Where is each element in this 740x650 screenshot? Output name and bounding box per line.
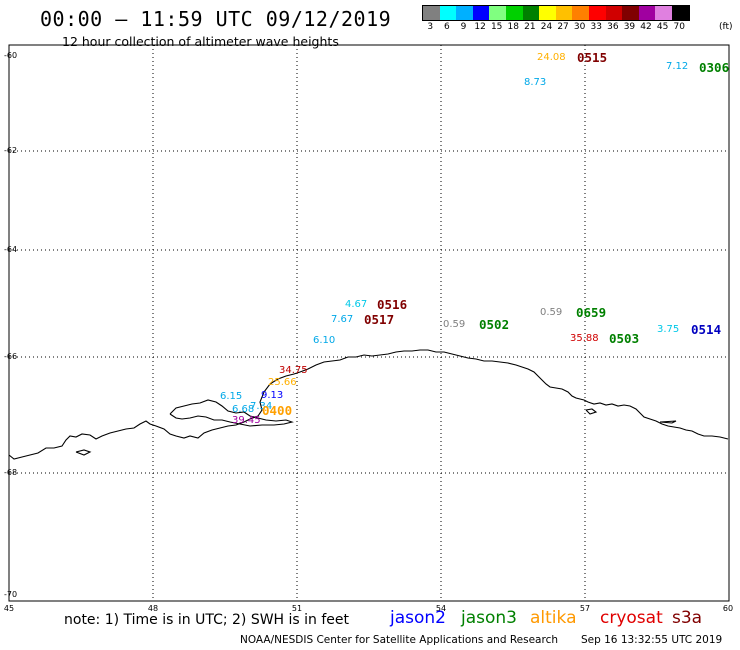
- scale-swatch: [505, 6, 523, 20]
- scale-label: 24: [540, 22, 553, 32]
- scale-label: 45: [656, 22, 669, 32]
- page-title: 00:00 – 11:59 UTC 09/12/2019: [40, 7, 392, 31]
- pass-time-label: 0503: [609, 331, 640, 346]
- lat-label: -60: [4, 51, 18, 60]
- wave-height-label: 6.68: [232, 404, 255, 415]
- scale-unit: (ft): [719, 22, 733, 32]
- scale-label: 18: [507, 22, 519, 32]
- scale-swatch: [671, 6, 689, 20]
- wave-height-label: 7.34: [250, 401, 273, 412]
- scale-label: 6: [444, 22, 450, 32]
- wave-height-label: 39.45: [232, 415, 261, 426]
- scale-label: 12: [474, 22, 486, 32]
- footer-credit: NOAA/NESDIS Center for Satellite Applica…: [240, 634, 558, 646]
- wave-height-label: 0.59: [443, 319, 466, 330]
- wave-height-label: 3.75: [657, 324, 680, 335]
- wave-height-label: 35.88: [570, 333, 599, 344]
- scale-swatch: [622, 6, 639, 20]
- lon-label: 51: [291, 604, 303, 613]
- wave-height-label: 8.73: [524, 77, 547, 88]
- lat-label: -64: [4, 245, 18, 254]
- legend-s3a: s3a: [672, 608, 703, 628]
- legend-cryosat: cryosat: [600, 608, 663, 628]
- wave-height-label: 6.10: [313, 335, 336, 346]
- legend-jason2: jason2: [390, 608, 446, 628]
- scale-label: 33: [590, 22, 602, 32]
- scale-swatch: [539, 6, 556, 20]
- lon-label: 45: [3, 604, 15, 613]
- color-scale: [422, 5, 690, 21]
- legend-altika: altika: [530, 608, 577, 628]
- footer-timestamp: Sep 16 13:32:55 UTC 2019: [581, 634, 723, 646]
- scale-swatch: [456, 6, 473, 20]
- lon-label: 57: [579, 604, 591, 613]
- coastline-islet-2: [585, 408, 598, 415]
- scale-label: 42: [640, 22, 652, 32]
- coastline-peninsula: [169, 399, 294, 427]
- scale-swatch: [472, 6, 490, 20]
- page-subtitle: 12 hour collection of altimeter wave hei…: [62, 34, 339, 49]
- wave-height-label: 25.66: [268, 377, 297, 388]
- wave-height-label: 4.67: [345, 299, 368, 310]
- coastline: [8, 349, 729, 460]
- scale-swatch: [588, 6, 606, 20]
- pass-time-label: 0517: [364, 312, 395, 327]
- pass-time-label: 0516: [377, 297, 408, 312]
- scale-label: 15: [490, 22, 503, 32]
- wave-height-label: 6.15: [220, 391, 243, 402]
- color-scale-labels: 3 6 9 12 15 18 21 24 27 30 33 36 39 42 4…: [422, 22, 688, 32]
- scale-label: 39: [623, 22, 636, 32]
- lon-label: 48: [147, 604, 159, 613]
- scale-swatch: [439, 6, 457, 20]
- scale-swatch: [555, 6, 573, 20]
- lon-label: 60: [722, 604, 734, 613]
- pass-time-label: 0514: [691, 322, 722, 337]
- coastline-islet-3: [659, 420, 677, 424]
- scale-label: 9: [460, 22, 467, 32]
- scale-label: 21: [524, 22, 536, 32]
- wave-height-label: 7.12: [666, 61, 689, 72]
- coastline-islet-1: [75, 449, 92, 456]
- lat-label: -70: [4, 590, 18, 599]
- scale-swatch: [605, 6, 623, 20]
- scale-label: 36: [607, 22, 619, 32]
- lon-label: 54: [435, 604, 447, 613]
- pass-time-label: 0502: [479, 317, 510, 332]
- lat-label: -66: [4, 352, 18, 361]
- pass-time-label: 0515: [577, 50, 608, 65]
- scale-label: 30: [573, 22, 586, 32]
- map-frame: [8, 44, 730, 602]
- scale-swatch: [638, 6, 656, 20]
- wave-height-label: 0.59: [540, 307, 563, 318]
- wave-height-label: 24.08: [537, 52, 566, 63]
- lat-label: -68: [4, 468, 18, 477]
- legend-jason3: jason3: [461, 608, 517, 628]
- wave-height-label: 9.13: [261, 390, 284, 401]
- wave-height-label: 34.75: [279, 365, 308, 376]
- scale-swatch: [655, 6, 672, 20]
- scale-label: 3: [427, 22, 434, 32]
- scale-swatch: [572, 6, 589, 20]
- scale-swatch: [489, 6, 506, 20]
- scale-label: 70: [673, 22, 685, 32]
- pass-time-label: 0306: [699, 60, 730, 75]
- scale-swatch: [423, 6, 440, 20]
- graticule: [9, 45, 729, 601]
- pass-time-label: 0659: [576, 305, 607, 320]
- lat-label: -62: [4, 146, 18, 155]
- footer-note: note: 1) Time is in UTC; 2) SWH is in fe…: [64, 612, 350, 628]
- pass-time-label: 0400: [262, 403, 293, 418]
- scale-swatch: [522, 6, 540, 20]
- scale-label: 27: [557, 22, 569, 32]
- wave-height-label: 7.67: [331, 314, 354, 325]
- coastline-main: [8, 349, 729, 460]
